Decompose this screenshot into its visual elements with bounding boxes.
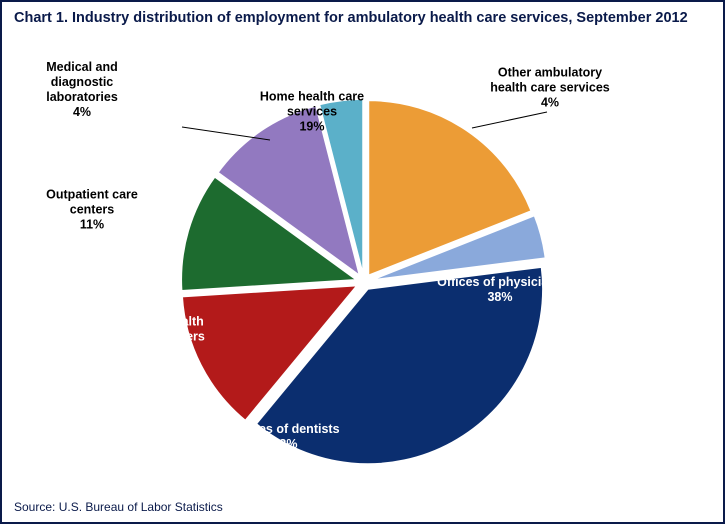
slice-label: Offices of physicians38% <box>437 275 563 305</box>
slice-label: Offices of dentists13% <box>230 422 339 452</box>
slice-label: Outpatient carecenters11% <box>46 188 138 233</box>
slice-label: Home health careservices19% <box>260 90 364 135</box>
slice-label: Other healthpractitioners11% <box>129 315 205 360</box>
slice-label: Other ambulatoryhealth care services4% <box>490 66 610 111</box>
leader-line <box>472 112 547 128</box>
chart-source: Source: U.S. Bureau of Labor Statistics <box>14 500 223 514</box>
chart-title: Chart 1. Industry distribution of employ… <box>14 10 688 26</box>
pie-chart: Home health careservices19% Other ambulat… <box>2 42 725 482</box>
slice-label: Medical anddiagnosticlaboratories4% <box>46 60 118 120</box>
chart-frame: Chart 1. Industry distribution of employ… <box>0 0 725 524</box>
